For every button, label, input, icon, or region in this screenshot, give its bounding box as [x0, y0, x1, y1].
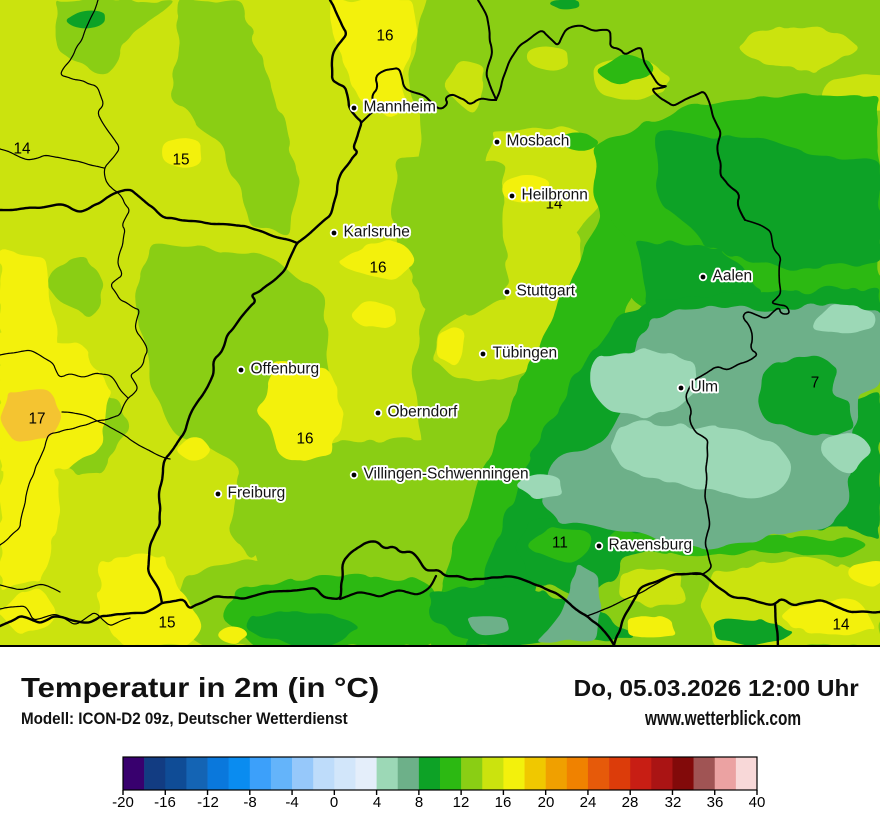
svg-text:16: 16	[376, 27, 393, 44]
svg-text:Ulm: Ulm	[691, 378, 719, 395]
svg-text:Tübingen: Tübingen	[493, 344, 558, 361]
svg-text:16: 16	[369, 259, 386, 276]
svg-text:Ravensburg: Ravensburg	[609, 536, 693, 553]
svg-text:Heilbronn: Heilbronn	[522, 186, 588, 203]
svg-text:15: 15	[158, 614, 175, 631]
svg-text:Offenburg: Offenburg	[251, 360, 320, 377]
svg-text:14: 14	[545, 195, 563, 212]
svg-text:17: 17	[28, 410, 45, 427]
svg-text:Villingen-Schwenningen: Villingen-Schwenningen	[364, 465, 529, 482]
svg-text:Karlsruhe: Karlsruhe	[344, 223, 410, 240]
svg-text:16: 16	[296, 430, 313, 447]
svg-text:7: 7	[811, 374, 820, 391]
svg-text:11: 11	[552, 534, 568, 551]
svg-text:Mannheim: Mannheim	[364, 98, 436, 115]
svg-text:14: 14	[832, 616, 850, 633]
svg-text:15: 15	[172, 151, 189, 168]
svg-text:Oberndorf: Oberndorf	[388, 403, 458, 420]
svg-text:Stuttgart: Stuttgart	[517, 282, 576, 299]
svg-text:Mosbach: Mosbach	[507, 132, 570, 149]
svg-text:Aalen: Aalen	[713, 267, 753, 284]
svg-text:Freiburg: Freiburg	[228, 484, 286, 501]
svg-text:14: 14	[13, 140, 31, 157]
